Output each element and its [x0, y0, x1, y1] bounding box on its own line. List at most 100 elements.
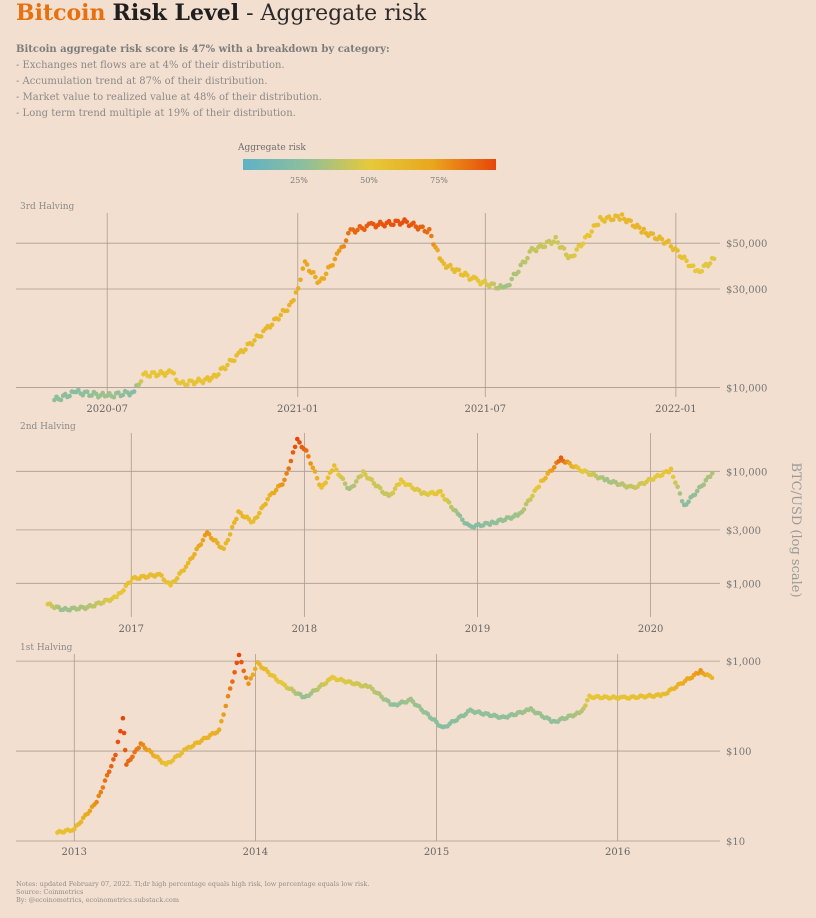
price-risk-point [200, 380, 206, 386]
price-risk-point [378, 485, 383, 491]
price-risk-point [427, 226, 432, 232]
price-risk-point [482, 278, 488, 284]
price-risk-point [291, 298, 296, 303]
y-axis-label: BTC/USD (log scale) [788, 462, 803, 597]
price-risk-point [234, 516, 239, 522]
price-risk-point [243, 347, 248, 352]
price-risk-point [221, 712, 226, 717]
price-risk-point [343, 238, 349, 243]
price-risk-point [351, 483, 357, 489]
x-tick-label: 2018 [292, 624, 317, 635]
price-risk-point [109, 763, 114, 769]
price-risk-point [200, 537, 206, 543]
price-risk-point [332, 256, 338, 262]
price-risk-point [149, 749, 154, 755]
price-risk-point [446, 500, 452, 505]
y-tick-label: $1,000 [726, 657, 761, 668]
price-risk-point [111, 757, 116, 762]
price-risk-point [709, 675, 715, 681]
price-risk-point [684, 258, 689, 264]
price-risk-point [248, 676, 253, 681]
price-risk-point [232, 520, 237, 525]
price-risk-point [293, 290, 299, 295]
y-tick-label: $3,000 [726, 526, 761, 537]
price-risk-point [346, 230, 351, 236]
price-risk-point [465, 273, 470, 278]
price-risk-point [619, 212, 625, 217]
price-risk-point [606, 214, 612, 219]
price-risk-point [80, 392, 86, 398]
price-risk-point [395, 218, 401, 224]
price-risk-point [265, 497, 271, 502]
price-risk-point [170, 758, 176, 763]
price-risk-point [98, 789, 104, 795]
price-risk-point [491, 281, 497, 287]
notes-line: Notes: updated February 07, 2022. Tl;dr … [16, 880, 370, 888]
price-risk-point [227, 686, 233, 691]
price-risk-point [239, 659, 244, 665]
price-risk-point [151, 370, 157, 375]
price-risk-point [617, 217, 623, 222]
price-risk-point [232, 670, 237, 675]
price-risk-point [198, 542, 204, 547]
price-risk-point [241, 668, 246, 674]
price-risk-point [308, 461, 313, 466]
panel-label: 3rd Halving [20, 202, 75, 212]
price-risk-point [675, 248, 680, 253]
price-risk-point [574, 247, 579, 252]
price-risk-point [666, 469, 672, 475]
price-risk-point [232, 358, 237, 364]
price-risk-point [276, 317, 281, 322]
price-risk-point [692, 492, 698, 498]
price-risk-point [572, 253, 577, 258]
price-risk-point [336, 248, 342, 253]
price-risk-point [628, 218, 633, 224]
price-risk-point [682, 254, 687, 260]
x-tick-label: 2015 [424, 847, 449, 858]
price-risk-point [711, 256, 717, 262]
price-risk-point [96, 793, 101, 799]
price-risk-point [392, 486, 398, 492]
price-risk-point [522, 260, 528, 265]
price-risk-point [400, 220, 405, 225]
price-risk-point [131, 389, 137, 394]
price-risk-point [114, 594, 119, 600]
y-tick-label: $10,000 [726, 384, 767, 395]
price-risk-point [330, 263, 336, 268]
summary-line: - Accumulation trend at 87% of their dis… [16, 76, 268, 87]
price-risk-point [104, 773, 110, 778]
price-risk-point [295, 436, 300, 442]
price-risk-point [342, 481, 348, 487]
price-risk-point [382, 224, 387, 229]
price-risk-point [238, 510, 243, 516]
price-risk-point [292, 444, 298, 450]
price-risk-point [84, 389, 90, 395]
price-risk-point [252, 338, 257, 343]
notes-byline: By: @ecoinometrics, ecoinometrics.substa… [16, 896, 179, 904]
summary-lead: Bitcoin aggregate risk score is 47% with… [16, 44, 390, 55]
price-risk-point [363, 472, 368, 477]
price-risk-point [340, 476, 346, 482]
price-risk-point [284, 471, 289, 476]
price-risk-point [323, 681, 329, 686]
price-risk-point [420, 224, 425, 229]
price-risk-point [435, 247, 440, 253]
price-risk-point [567, 460, 572, 466]
price-risk-point [543, 475, 548, 481]
price-risk-point [246, 681, 251, 686]
price-risk-point [323, 271, 329, 277]
price-risk-point [250, 672, 256, 677]
price-risk-point [448, 262, 453, 268]
price-risk-point [122, 747, 128, 753]
price-risk-point [457, 513, 463, 519]
price-risk-point [369, 477, 375, 482]
y-tick-label: $1,000 [726, 579, 761, 590]
price-risk-point [475, 278, 481, 284]
price-risk-point [536, 484, 542, 490]
price-risk-point [216, 372, 221, 377]
price-risk-point [227, 532, 233, 537]
price-risk-point [89, 393, 94, 398]
price-risk-point [263, 501, 268, 507]
price-risk-point [411, 220, 416, 226]
price-risk-point [668, 244, 674, 249]
